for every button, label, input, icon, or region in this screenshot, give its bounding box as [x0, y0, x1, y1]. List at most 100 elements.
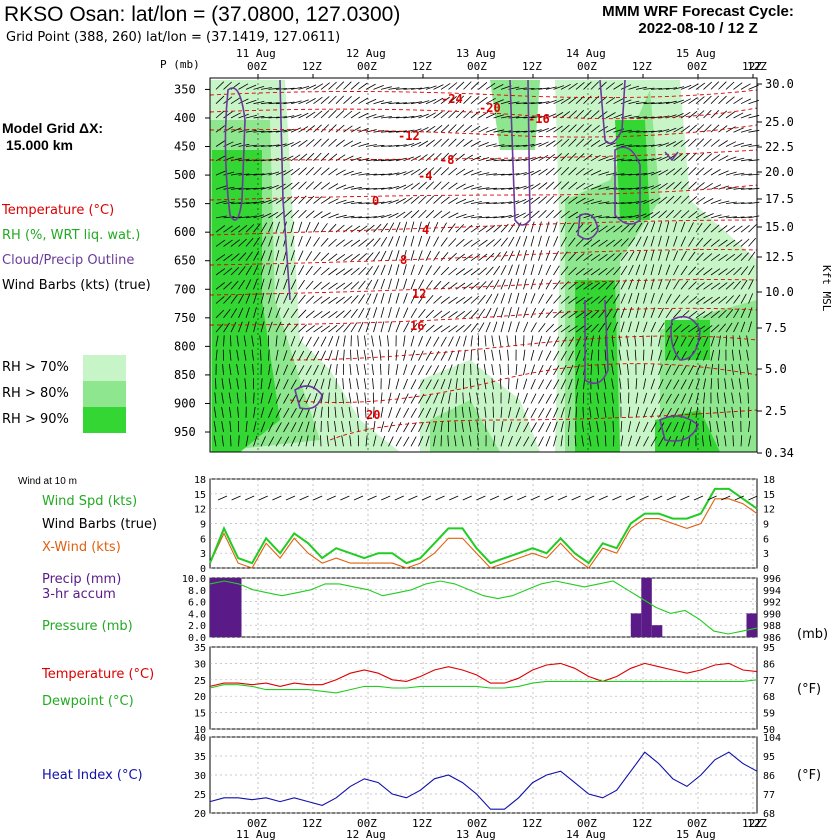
wind-barb-455 — [388, 250, 393, 261]
top-hour-label-extra: 12Z — [747, 60, 767, 73]
wind-barb-541 — [493, 279, 500, 290]
wind-barb-1446 — [260, 292, 265, 304]
wind-barb-1282 — [650, 211, 661, 219]
wind-barb-482 — [590, 254, 601, 262]
wind-barb-1383 — [328, 268, 338, 276]
wind-barb-362 — [230, 225, 241, 233]
wind-barb-252 — [485, 173, 497, 176]
sfc-wind-barb-38 — [734, 495, 744, 501]
wind-barb-1023 — [328, 124, 337, 133]
legend-sfc-temperature: Temperature (°C) — [42, 667, 155, 682]
wind-barb-342 — [620, 201, 632, 204]
wind-barb-1869 — [732, 435, 734, 447]
wind-barb-1510 — [740, 293, 747, 304]
wind-barb-1711 — [627, 378, 629, 390]
wind-barb-115 — [538, 114, 550, 119]
wind-barb-595 — [358, 308, 365, 318]
wind-barb-1776 — [575, 406, 577, 418]
wind-barb-1870 — [740, 435, 743, 447]
wind-barb-1185 — [463, 184, 474, 190]
wind-barb-83 — [298, 112, 309, 119]
wind-barb-582 — [260, 307, 265, 318]
wind-barb-1736 — [275, 407, 282, 418]
wind-barb-1512 — [215, 323, 224, 333]
wind-barb-1684 — [425, 379, 432, 390]
wind-barb-1239 — [328, 213, 339, 219]
wind-barb-389 — [433, 221, 439, 233]
wind-barb-1167 — [328, 183, 339, 190]
wind-barb-1813 — [313, 435, 315, 447]
wind-barb-815 — [388, 392, 392, 404]
wind-barb-426 — [710, 224, 720, 233]
wind-barb-1620 — [484, 349, 487, 361]
wind-barb-997 — [673, 99, 685, 105]
wind-barb-275 — [658, 169, 669, 176]
wind-barb-420 — [665, 221, 670, 233]
wind-barb-785 — [703, 364, 707, 376]
wind-barb-1867 — [716, 435, 719, 447]
wind-barb-1727 — [746, 378, 749, 390]
wind-barb-936 — [215, 95, 225, 104]
height-tick-1: 25.0 — [765, 115, 794, 129]
wind-barb-1103 — [388, 158, 400, 162]
wind-barb-1197 — [553, 181, 562, 190]
wind-barb-660 — [305, 336, 312, 347]
wind-barb-1656 — [215, 378, 217, 390]
wind-barb-1107 — [418, 154, 428, 162]
wind-barb-1571 — [658, 322, 665, 333]
precip-bar-42 — [651, 625, 663, 637]
bottom-day-label-0: 11 Aug — [236, 828, 276, 840]
wind-barb-1317 — [373, 237, 381, 247]
wind-barb-797 — [253, 392, 255, 404]
sfc-wind-barb-2 — [245, 495, 255, 501]
top-hour-label-0: 00Z — [247, 60, 267, 73]
wind-barb-788 — [724, 363, 727, 375]
wind-barb-4 — [245, 84, 257, 90]
wind-barb-1537 — [403, 322, 410, 333]
wind-barb-1531 — [358, 321, 364, 333]
wind-panel-tick-left-0: 18 — [194, 475, 206, 486]
wind-barb-1599 — [328, 350, 333, 361]
wind-barb-35 — [478, 81, 488, 90]
wind-barb-325 — [493, 202, 505, 204]
wind-barb-1076 — [725, 126, 736, 133]
wind-barb-1224 — [215, 215, 227, 219]
height-tick-7: 10.0 — [765, 285, 794, 299]
wind-barb-1500 — [665, 293, 672, 304]
wind-barb-1335 — [508, 236, 515, 247]
wind-barb-165 — [373, 144, 385, 147]
wind-barb-168 — [395, 144, 407, 147]
wind-barb-506 — [230, 280, 239, 290]
sfc-wind-barb-36 — [707, 495, 717, 501]
wind-barb-635 — [658, 307, 664, 318]
wind-barb-599 — [388, 307, 392, 318]
wind-barb-695 — [568, 336, 575, 347]
wind-barb-1676 — [363, 378, 367, 390]
wind-barb-87 — [328, 109, 337, 119]
wind-barb-1746 — [348, 406, 352, 418]
wind-barb-505 — [223, 281, 232, 290]
wind-barb-1665 — [283, 379, 289, 390]
wind-barb-1051 — [538, 128, 549, 133]
wind-barb-1425 — [643, 264, 647, 276]
wind-barb-324 — [485, 202, 498, 204]
wind-barb-452 — [365, 252, 374, 261]
wind-barb-253 — [493, 173, 505, 176]
wind-barb-1480 — [515, 292, 520, 304]
wind-barb-1356 — [665, 235, 670, 247]
wind-barb-954 — [350, 96, 360, 105]
wind-barb-155 — [298, 139, 308, 147]
wind-barb-284 — [725, 171, 737, 176]
legend-rh80: RH > 80% — [2, 386, 69, 401]
wind-barb-812 — [364, 392, 367, 404]
wind-barb-1138 — [650, 157, 662, 162]
legend-rh70: RH > 70% — [2, 360, 69, 375]
wind-barb-742 — [380, 363, 382, 375]
wind-barb-242 — [410, 168, 421, 176]
temp-contour-label-9: 12 — [412, 287, 426, 301]
wind-barb-267 — [598, 171, 610, 176]
wind-barb-112 — [515, 116, 528, 119]
top-hour-label-8: 00Z — [687, 60, 707, 73]
wind-barb-816 — [395, 392, 401, 404]
wind-barb-84 — [305, 111, 316, 119]
